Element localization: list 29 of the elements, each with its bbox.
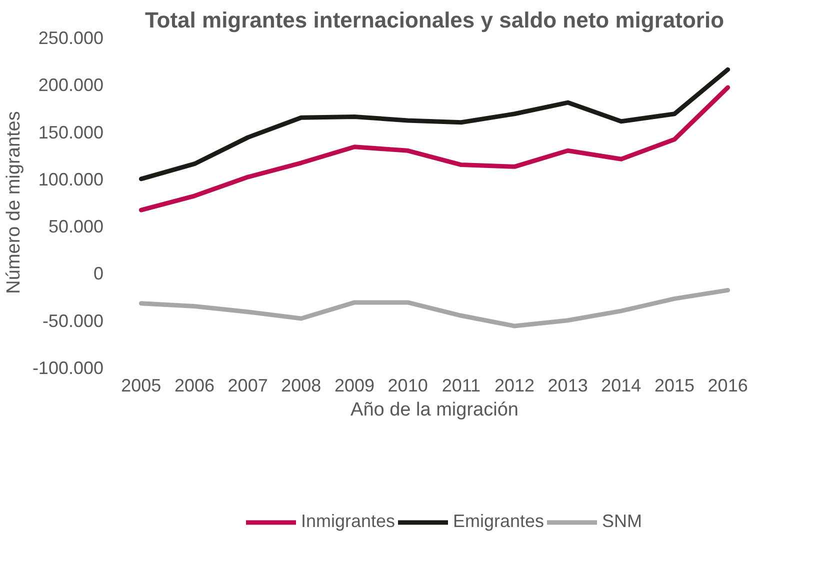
y-axis-title: Número de migrantes bbox=[3, 111, 24, 294]
x-tick-label: 2005 bbox=[121, 376, 162, 396]
legend-label: SNM bbox=[602, 511, 642, 532]
line-series bbox=[138, 67, 730, 182]
x-tick-label: 2012 bbox=[494, 376, 535, 396]
legend-label: Inmigrantes bbox=[300, 511, 395, 532]
y-tick-label: 0 bbox=[93, 264, 104, 284]
x-tick-label: 2014 bbox=[601, 376, 642, 396]
x-tick-label: 2008 bbox=[281, 376, 322, 396]
chart-title: Total migrantes internacionales y saldo neto migratorio bbox=[144, 8, 724, 32]
y-tick-label: 150.000 bbox=[38, 122, 104, 142]
y-tick-label: 250.000 bbox=[38, 28, 104, 48]
x-tick-label: 2016 bbox=[708, 376, 748, 396]
line-series bbox=[138, 85, 730, 212]
y-tick-label: 200.000 bbox=[38, 75, 104, 96]
line-series bbox=[138, 288, 730, 328]
x-tick-label: 2010 bbox=[388, 376, 428, 396]
y-tick-label: 100.000 bbox=[38, 169, 104, 190]
y-tick-label: -100.000 bbox=[32, 358, 104, 378]
x-tick-label: 2009 bbox=[334, 376, 375, 396]
x-tick-label: 2015 bbox=[654, 376, 695, 396]
x-axis-title: Año de la migración bbox=[350, 400, 518, 420]
x-tick-label: 2007 bbox=[228, 376, 268, 396]
y-tick-label: -50.000 bbox=[42, 310, 104, 331]
legend-label: Emigrantes bbox=[452, 511, 544, 532]
x-tick-label: 2006 bbox=[174, 376, 215, 396]
y-tick-label: 50.000 bbox=[48, 216, 104, 237]
x-tick-label: 2013 bbox=[548, 376, 588, 396]
x-tick-label: 2011 bbox=[442, 376, 481, 396]
